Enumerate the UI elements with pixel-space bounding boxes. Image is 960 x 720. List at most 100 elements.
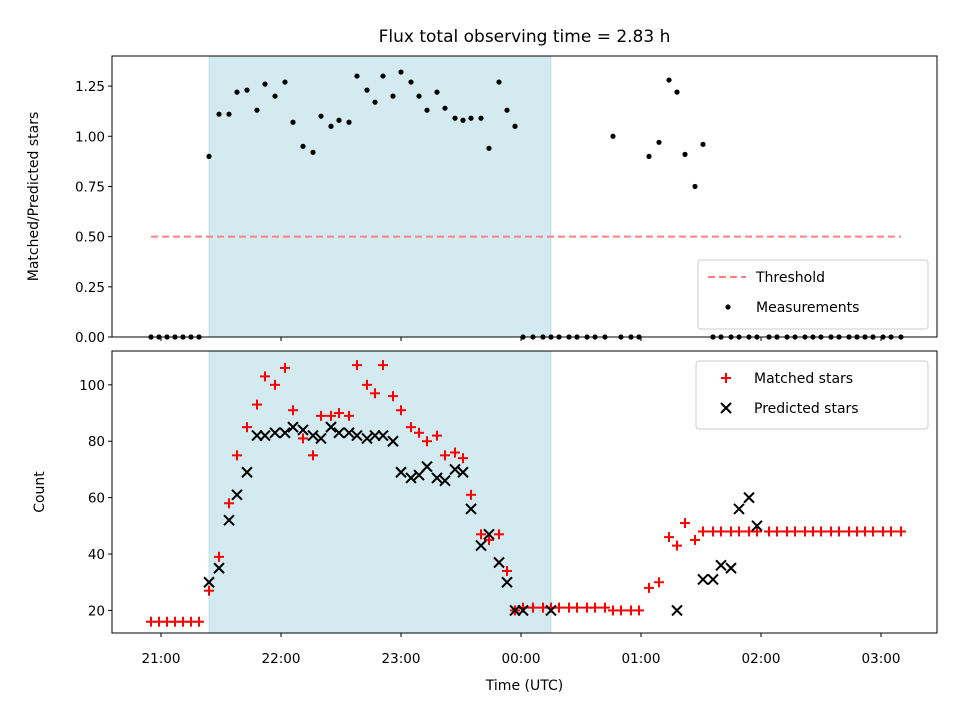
measurement-point (452, 115, 458, 121)
matched-star-point (644, 582, 654, 593)
matched-star-point (308, 450, 318, 461)
matched-star-point (528, 602, 538, 613)
matched-star-point (396, 405, 406, 416)
measurement-point (380, 73, 386, 79)
matched-star-point (406, 422, 416, 433)
measurement-point (390, 93, 396, 99)
x-axis-label: Time (UTC) (485, 678, 563, 694)
matched-star-point (734, 526, 744, 537)
matched-star-point (344, 410, 354, 421)
measurement-point (372, 99, 378, 105)
predicted-star-point (483, 528, 495, 541)
measurement-point (512, 123, 518, 129)
bottom-y-tick-label: 100 (79, 378, 105, 394)
bottom-x-ticks: 21:00 22:00 23:00 00:00 01:00 02:00 03:00 (142, 633, 900, 667)
predicted-star-point (671, 604, 683, 617)
measurement-point (216, 111, 222, 117)
predicted-star-point (213, 562, 225, 574)
top-y-ticks: 0.00 0.25 0.50 0.75 1.00 1.25 (75, 79, 112, 346)
top-y-tick-label: 0.75 (75, 179, 105, 195)
cross-b (483, 528, 495, 541)
matched-star-point (690, 534, 700, 545)
matched-star-point (214, 551, 224, 562)
cross-b (203, 576, 215, 588)
cross-b (671, 604, 683, 617)
cross-b (315, 432, 327, 445)
matched-star-point (572, 602, 582, 613)
cross-b (297, 424, 309, 436)
matched-star-point (600, 602, 610, 613)
measurement-point (282, 79, 288, 85)
matched-star-point (484, 534, 494, 545)
predicted-star-point (493, 556, 505, 569)
top-observing-window-shade (208, 55, 552, 338)
cross-b (517, 604, 529, 617)
matched-star-point (388, 391, 398, 402)
top-y-tick-label: 0.25 (75, 280, 105, 296)
top-y-tick-label: 0.50 (75, 230, 105, 246)
matched-star-point (466, 489, 476, 500)
matched-star-point (334, 408, 344, 419)
bottom-y-tick-label: 40 (88, 547, 105, 563)
cross-b (343, 427, 355, 439)
bottom-y-tick-label: 80 (88, 434, 105, 450)
matched-star-point (414, 427, 424, 438)
matched-star-point (502, 565, 512, 576)
top-y-tick-label: 0.00 (75, 330, 105, 346)
predicted-star-point (431, 472, 443, 484)
bottom-axes-frame (111, 350, 938, 634)
cross-b (449, 463, 461, 476)
predicted-star-point (279, 427, 291, 439)
predicted-star-point (501, 576, 513, 588)
measurement-point (364, 87, 370, 93)
predicted-star-point (517, 604, 529, 617)
x-tick-label: 21:00 (142, 651, 181, 667)
cross-b (307, 429, 319, 442)
cross-b (269, 427, 281, 439)
measurement-point (354, 73, 360, 79)
matched-star-point (422, 436, 432, 447)
matched-star-point (886, 526, 896, 537)
predicted-star-point (223, 514, 235, 526)
bottom-y-ticks: 20 40 60 80 100 (79, 378, 112, 619)
cross-b (395, 466, 407, 478)
legend-label: Predicted stars (754, 401, 859, 417)
measurement-point (674, 89, 680, 95)
measurement-point (336, 117, 342, 123)
matched-star-point (494, 529, 504, 540)
matched-star-point (450, 447, 460, 458)
x-tick-label: 00:00 (502, 651, 541, 667)
cross-b (725, 562, 737, 574)
matched-star-point (698, 526, 708, 537)
cross-b (733, 503, 745, 515)
cross-b (231, 489, 243, 501)
top-y-tick-label: 1.25 (75, 79, 105, 95)
measurement-point (504, 107, 510, 113)
measurement-point (692, 183, 698, 190)
predicted-star-point (361, 432, 373, 445)
measurement-point (460, 117, 466, 123)
cross-b (715, 559, 727, 572)
measurement-point (656, 139, 662, 145)
measurement-point (424, 107, 430, 113)
matched-star-point (440, 450, 450, 461)
cross-b (287, 421, 299, 433)
cross-b (707, 573, 719, 586)
matched-star-point (716, 526, 726, 537)
measurement-point (398, 69, 404, 75)
predicted-star-point (231, 489, 243, 501)
measurement-point (610, 133, 616, 139)
cross-b (421, 460, 433, 473)
matched-star-point (242, 422, 252, 433)
legend-label: Matched stars (754, 371, 853, 387)
measurement-point (478, 115, 484, 121)
predicted-star-point (377, 429, 389, 442)
cross-b (751, 520, 763, 532)
matched-star-point (298, 433, 308, 444)
predicted-star-point (457, 466, 469, 478)
matched-star-point (554, 602, 564, 613)
matched-star-point (362, 379, 372, 390)
measurement-point (442, 105, 448, 111)
matched-star-point (772, 526, 782, 537)
predicted-star-point (269, 427, 281, 439)
